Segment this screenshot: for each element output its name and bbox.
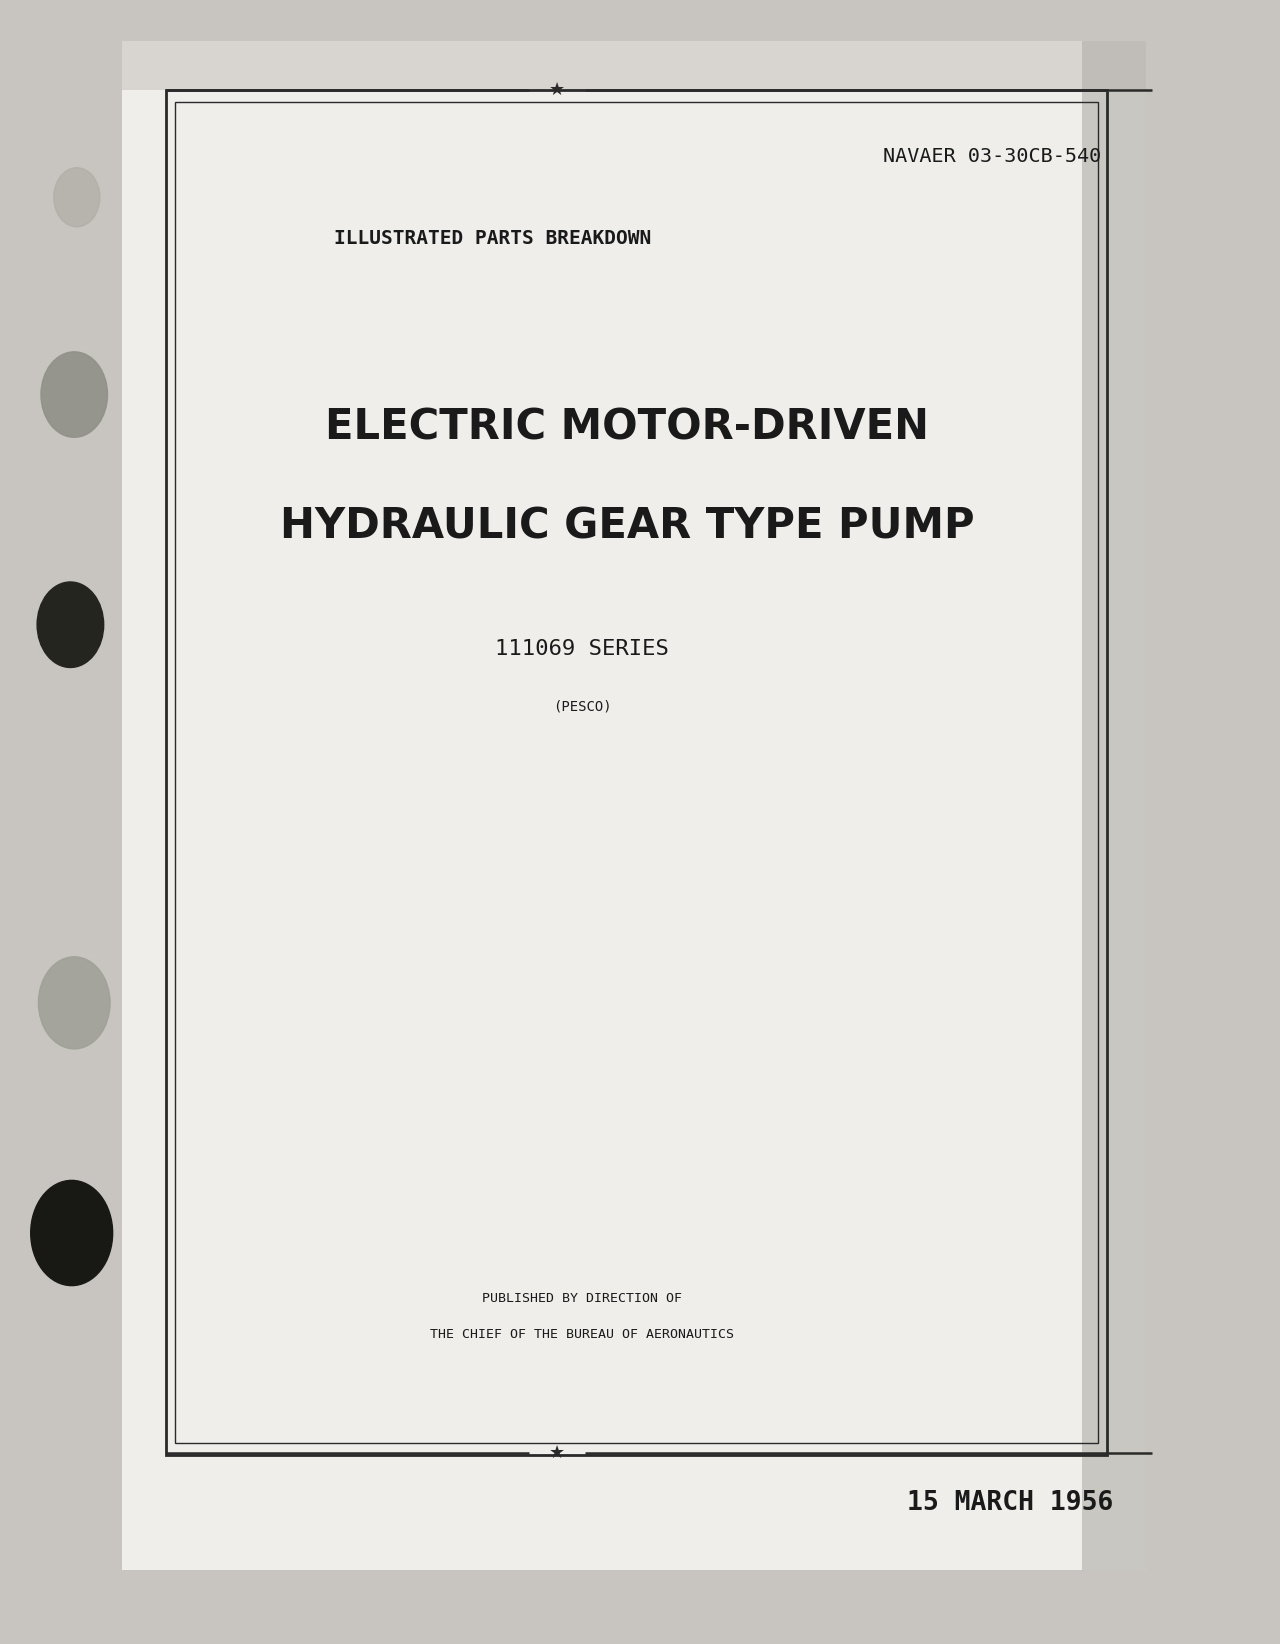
Text: ILLUSTRATED PARTS BREAKDOWN: ILLUSTRATED PARTS BREAKDOWN xyxy=(334,229,652,248)
Circle shape xyxy=(54,168,100,227)
Text: ELECTRIC MOTOR-DRIVEN: ELECTRIC MOTOR-DRIVEN xyxy=(325,406,929,449)
Bar xyxy=(122,41,1146,90)
Text: 111069 SERIES: 111069 SERIES xyxy=(495,640,669,659)
Bar xyxy=(175,102,1098,1443)
Bar xyxy=(122,41,1146,1570)
Bar xyxy=(166,90,1107,1455)
Circle shape xyxy=(41,352,108,437)
Text: NAVAER 03-30CB-540: NAVAER 03-30CB-540 xyxy=(882,146,1101,166)
Text: THE CHIEF OF THE BUREAU OF AERONAUTICS: THE CHIEF OF THE BUREAU OF AERONAUTICS xyxy=(430,1328,735,1342)
Bar xyxy=(1082,41,1146,1570)
Circle shape xyxy=(31,1180,113,1286)
Text: ★: ★ xyxy=(549,82,564,99)
Circle shape xyxy=(38,957,110,1049)
Text: 15 MARCH 1956: 15 MARCH 1956 xyxy=(908,1489,1114,1516)
Text: (PESCO): (PESCO) xyxy=(553,700,612,713)
Text: ★: ★ xyxy=(549,1445,564,1462)
Text: HYDRAULIC GEAR TYPE PUMP: HYDRAULIC GEAR TYPE PUMP xyxy=(280,505,974,547)
Circle shape xyxy=(37,582,104,667)
Text: PUBLISHED BY DIRECTION OF: PUBLISHED BY DIRECTION OF xyxy=(483,1292,682,1305)
